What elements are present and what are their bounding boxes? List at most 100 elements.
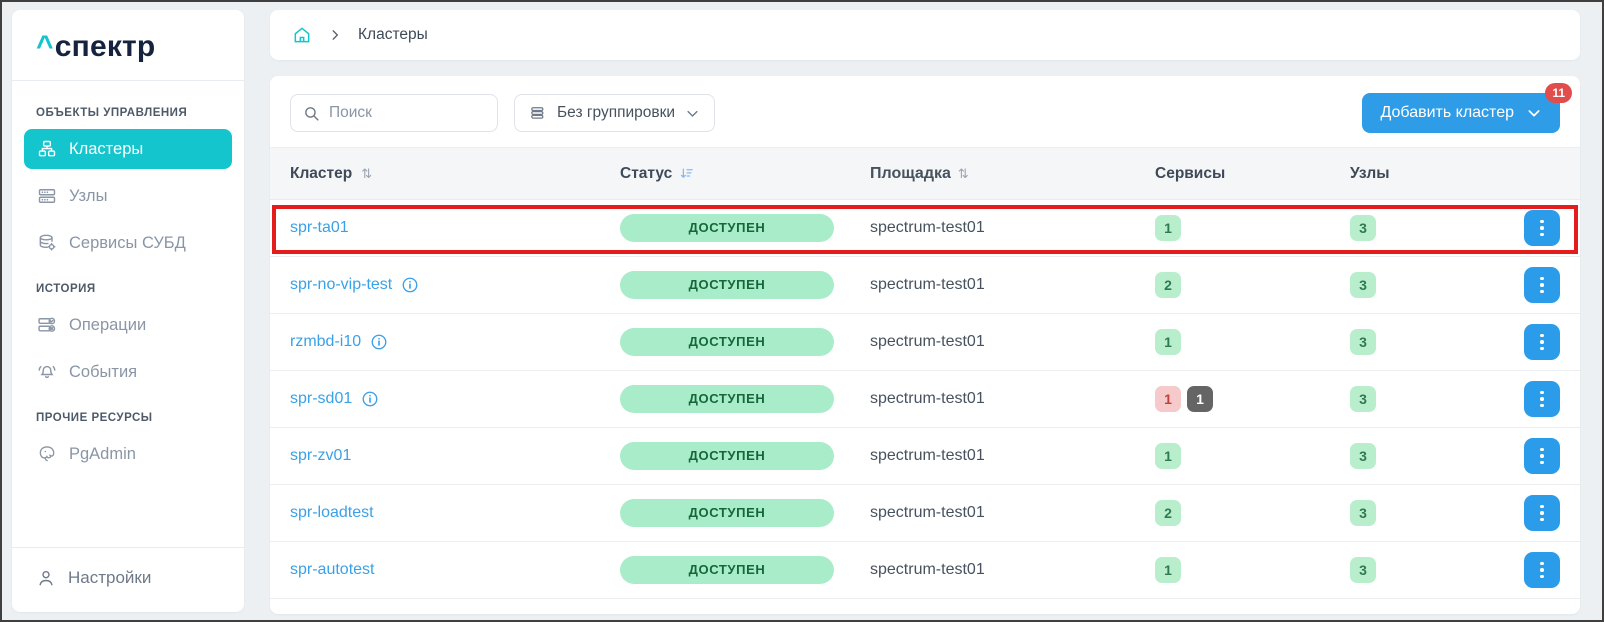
- chevron-down-icon: [685, 106, 700, 121]
- column-header-cluster[interactable]: Кластер ⇅: [290, 165, 620, 183]
- services-count-badge: 2: [1155, 272, 1181, 298]
- services-count-badge-error: 1: [1155, 386, 1181, 412]
- services-count-badge: 1: [1155, 443, 1181, 469]
- column-header-nodes: Узлы: [1350, 165, 1520, 183]
- chevron-right-icon: [328, 28, 342, 42]
- logo-caret: ^: [36, 30, 54, 63]
- site-cell: spectrum-test01: [870, 561, 985, 578]
- search-box: [290, 94, 498, 132]
- nodes-count-badge: 3: [1350, 557, 1376, 583]
- search-icon: [303, 105, 320, 122]
- column-header-site[interactable]: Площадка ⇅: [870, 165, 1155, 183]
- clusters-panel: Без группировки Добавить кластер 11 Клас…: [270, 76, 1580, 614]
- add-cluster-label: Добавить кластер: [1380, 104, 1514, 121]
- sidebar-item-label: Кластеры: [69, 139, 144, 158]
- sidebar-item-pgadmin[interactable]: PgAdmin: [24, 434, 232, 474]
- sidebar-item-label: Настройки: [68, 568, 152, 587]
- table-row: spr-ta01 ДОСТУПЕН spectrum-test01 1 3: [270, 200, 1580, 257]
- sidebar-item-nodes[interactable]: Узлы: [24, 176, 232, 216]
- services-count-badge: 2: [1155, 500, 1181, 526]
- section-label-other-resources: ПРОЧИЕ РЕСУРСЫ: [36, 412, 153, 424]
- table-row: spr-no-vip-test ДОСТУПЕН spectrum-test01…: [270, 257, 1580, 314]
- search-input[interactable]: [329, 104, 485, 122]
- grouping-dropdown[interactable]: Без группировки: [514, 94, 716, 132]
- chevron-down-icon: [1526, 105, 1542, 121]
- sidebar-item-db-services[interactable]: Сервисы СУБД: [24, 223, 232, 263]
- row-actions-kebab-button[interactable]: [1524, 552, 1560, 588]
- divider: [12, 80, 244, 81]
- nodes-count-badge: 3: [1350, 386, 1376, 412]
- sidebar-nav: ОБЪЕКТЫ УПРАВЛЕНИЯ Кластеры Узлы: [12, 81, 244, 547]
- sidebar: ^спектр ОБЪЕКТЫ УПРАВЛЕНИЯ Кластеры Узлы: [12, 10, 244, 612]
- column-header-status[interactable]: Статус: [620, 165, 870, 183]
- sidebar-item-events[interactable]: События: [24, 352, 232, 392]
- info-icon[interactable]: [401, 276, 419, 294]
- cluster-link[interactable]: spr-no-vip-test: [290, 276, 393, 293]
- column-label: Узлы: [1350, 164, 1390, 182]
- grouping-icon: [529, 104, 547, 122]
- sort-active-icon: [679, 166, 694, 181]
- operations-icon: [37, 315, 57, 335]
- toolbar: Без группировки Добавить кластер 11: [270, 76, 1580, 147]
- cluster-link[interactable]: spr-sd01: [290, 390, 353, 407]
- add-cluster-wrap: Добавить кластер 11: [1362, 83, 1572, 133]
- sidebar-item-operations[interactable]: Операции: [24, 305, 232, 345]
- user-icon: [36, 568, 56, 588]
- table-row: spr-zv01 ДОСТУПЕН spectrum-test01 1 3: [270, 428, 1580, 485]
- db-services-icon: [37, 233, 57, 253]
- nodes-count-badge: 3: [1350, 500, 1376, 526]
- pgadmin-icon: [37, 444, 57, 464]
- row-actions-kebab-button[interactable]: [1524, 324, 1560, 360]
- info-icon[interactable]: [370, 333, 388, 351]
- sidebar-item-label: Сервисы СУБД: [69, 233, 186, 252]
- column-header-services: Сервисы: [1155, 165, 1350, 183]
- add-cluster-button[interactable]: Добавить кластер: [1362, 93, 1560, 133]
- grouping-value: Без группировки: [557, 104, 676, 121]
- cluster-link[interactable]: spr-zv01: [290, 447, 352, 464]
- sidebar-item-label: Узлы: [69, 186, 108, 205]
- breadcrumb-current: Кластеры: [358, 26, 428, 43]
- info-icon[interactable]: [361, 390, 379, 408]
- row-actions-kebab-button[interactable]: [1524, 438, 1560, 474]
- row-actions-kebab-button[interactable]: [1524, 210, 1560, 246]
- home-icon[interactable]: [292, 25, 312, 45]
- breadcrumb: Кластеры: [270, 10, 1580, 60]
- sidebar-footer: Настройки: [12, 547, 244, 612]
- row-actions-kebab-button[interactable]: [1524, 267, 1560, 303]
- sidebar-item-label: PgAdmin: [69, 444, 136, 463]
- status-badge: ДОСТУПЕН: [620, 271, 834, 299]
- table-row: rzmbd-i10 ДОСТУПЕН spectrum-test01 1 3: [270, 314, 1580, 371]
- cluster-link[interactable]: spr-autotest: [290, 561, 375, 578]
- status-badge: ДОСТУПЕН: [620, 499, 834, 527]
- nodes-count-badge: 3: [1350, 443, 1376, 469]
- column-label: Кластер: [290, 164, 353, 182]
- services-count-badge: 1: [1155, 215, 1181, 241]
- status-badge: ДОСТУПЕН: [620, 442, 834, 470]
- site-cell: spectrum-test01: [870, 219, 985, 236]
- site-cell: spectrum-test01: [870, 276, 985, 293]
- site-cell: spectrum-test01: [870, 504, 985, 521]
- column-label: Статус: [620, 164, 673, 182]
- sidebar-item-settings[interactable]: Настройки: [36, 568, 220, 588]
- status-badge: ДОСТУПЕН: [620, 556, 834, 584]
- table-row: spr-autotest ДОСТУПЕН spectrum-test01 1 …: [270, 542, 1580, 599]
- section-label-history: ИСТОРИЯ: [36, 283, 96, 295]
- row-actions-kebab-button[interactable]: [1524, 381, 1560, 417]
- sidebar-item-clusters[interactable]: Кластеры: [24, 129, 232, 169]
- cluster-link[interactable]: rzmbd-i10: [290, 333, 362, 350]
- table-row: spr-sd01 ДОСТУПЕН spectrum-test01 1 1 3: [270, 371, 1580, 428]
- column-label: Площадка: [870, 164, 951, 182]
- row-actions-kebab-button[interactable]: [1524, 495, 1560, 531]
- cluster-link[interactable]: spr-ta01: [290, 219, 349, 236]
- cluster-link[interactable]: spr-loadtest: [290, 504, 374, 521]
- nodes-count-badge: 3: [1350, 329, 1376, 355]
- services-count-badge-stopped: 1: [1187, 386, 1213, 412]
- services-count-badge: 1: [1155, 329, 1181, 355]
- notification-badge: 11: [1545, 83, 1572, 103]
- services-count-badge: 1: [1155, 557, 1181, 583]
- logo-text: спектр: [54, 30, 156, 63]
- nodes-count-badge: 3: [1350, 272, 1376, 298]
- status-badge: ДОСТУПЕН: [620, 385, 834, 413]
- nodes-count-badge: 3: [1350, 215, 1376, 241]
- table-header: Кластер ⇅ Статус Площадка ⇅ Сервисы Узлы: [270, 147, 1580, 200]
